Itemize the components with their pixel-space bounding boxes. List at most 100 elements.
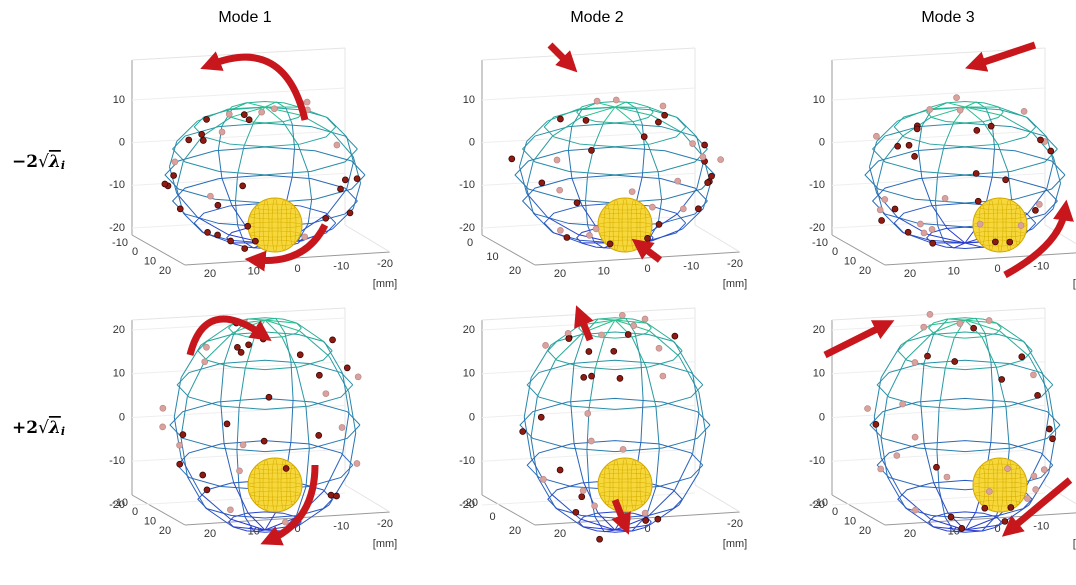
wire-meridian (531, 458, 551, 494)
wire-meridian (869, 141, 876, 166)
wire-meridian (306, 407, 309, 449)
landmark (338, 186, 344, 192)
landmark (957, 107, 963, 113)
left-tick-label: 0 (467, 237, 473, 249)
wire-ring (927, 101, 1004, 122)
landmark (202, 359, 208, 365)
wire-meridian (703, 183, 710, 208)
landmark (330, 337, 336, 343)
landmark (1007, 239, 1013, 245)
landmark (992, 239, 998, 245)
landmark (929, 226, 935, 232)
wire-meridian (285, 333, 291, 362)
wire-meridian (349, 392, 356, 433)
wire-meridian (598, 319, 615, 320)
landmark (933, 464, 939, 470)
z-tick-label: 0 (469, 411, 475, 423)
wire-meridian (986, 108, 992, 124)
wire-meridian (239, 489, 245, 518)
motion-arrow (975, 45, 1035, 65)
unit-label: [mm] (373, 538, 397, 550)
axis-line (832, 495, 885, 525)
wire-meridian (1006, 407, 1009, 449)
landmark (304, 99, 310, 105)
landmark (873, 421, 879, 427)
landmark (205, 229, 211, 235)
landmark (204, 487, 210, 493)
landmark (1018, 223, 1024, 229)
wire-meridian (658, 200, 662, 224)
landmark (538, 414, 544, 420)
right-tick-label: 0 (994, 263, 1000, 275)
wire-meridian (298, 144, 308, 171)
landmark (954, 95, 960, 101)
right-tick-label: 10 (598, 265, 610, 277)
wire-meridian (222, 178, 232, 205)
landmark (328, 492, 334, 498)
landmark (593, 226, 599, 232)
right-tick-label: -10 (683, 260, 699, 272)
landmark (574, 200, 580, 206)
landmark (1048, 148, 1054, 154)
landmark (642, 510, 648, 516)
grid-line (832, 88, 1045, 100)
wire-meridian (648, 144, 658, 171)
wire-meridian (291, 400, 293, 442)
wire-meridian (649, 214, 678, 233)
landmark (297, 352, 303, 358)
z-tick-label: 0 (469, 137, 475, 149)
landmark (1041, 467, 1047, 473)
wire-meridian (308, 200, 312, 224)
wire-meridian (206, 333, 233, 360)
landmark (566, 336, 572, 342)
left-tick-label: 0 (832, 506, 838, 518)
landmark (921, 230, 927, 236)
landmark (906, 142, 912, 148)
left-tick-label: 10 (144, 516, 156, 528)
right-tick-label: 20 (554, 528, 566, 540)
wire-meridian (1053, 183, 1060, 208)
z-tick-label: -10 (459, 179, 475, 191)
landmark (942, 195, 948, 201)
wire-meridian (247, 103, 265, 107)
wire-meridian (347, 162, 354, 189)
landmark (554, 157, 560, 163)
wire-meridian (636, 176, 642, 204)
landmark (892, 206, 898, 212)
landmark (224, 421, 230, 427)
z-tick-label: -10 (109, 455, 125, 467)
z-tick-label: 10 (813, 368, 825, 380)
wire-meridian (571, 401, 574, 443)
landmark (186, 137, 192, 143)
left-tick-label: 10 (486, 251, 498, 263)
wire-meridian (552, 117, 581, 136)
right-tick-label: -20 (727, 258, 743, 270)
column-title: Mode 1 (218, 9, 271, 26)
landmark (580, 488, 586, 494)
landmark (302, 234, 308, 240)
landmark (334, 493, 340, 499)
landmark (865, 406, 871, 412)
wire-meridian (934, 483, 948, 513)
landmark (252, 238, 258, 244)
z-tick-label: -10 (459, 455, 475, 467)
landmark (680, 206, 686, 212)
right-tick-label: 20 (204, 528, 216, 540)
landmark (912, 507, 918, 513)
z-tick-label: 20 (813, 324, 825, 336)
wire-meridian (197, 109, 228, 121)
landmark (177, 206, 183, 212)
subscript: i (61, 425, 65, 438)
landmark (204, 116, 210, 122)
wire-meridian (881, 458, 901, 494)
z-tick-label: -20 (459, 222, 475, 234)
wire-meridian (954, 243, 965, 248)
axis-line (695, 485, 740, 512)
symbol: λ (48, 418, 61, 438)
wire-meridian (218, 150, 222, 178)
landmark (971, 325, 977, 331)
landmark (1037, 137, 1043, 143)
wire-meridian (524, 417, 531, 458)
landmark (215, 232, 221, 238)
wire-meridian (683, 209, 704, 229)
